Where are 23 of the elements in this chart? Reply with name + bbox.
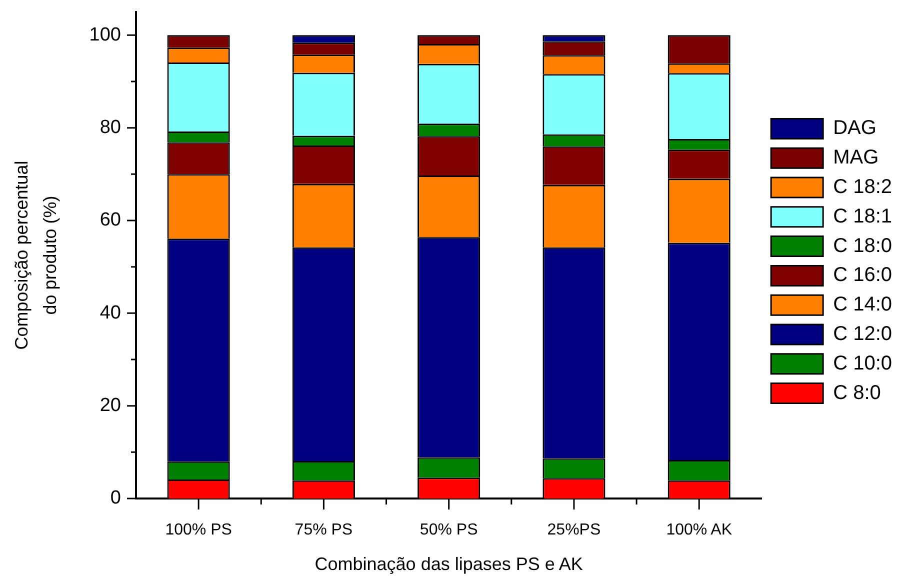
legend-label: C 18:0 bbox=[833, 234, 892, 257]
x-tick-label: 50% PS bbox=[420, 522, 478, 539]
y-tick-label: 100 bbox=[89, 24, 121, 46]
legend-label: C 18:1 bbox=[833, 205, 892, 228]
y-axis-title: Composição percentual do produto (%) bbox=[11, 160, 60, 350]
legend-label: C 18:2 bbox=[833, 176, 892, 198]
legend-label: C 16:0 bbox=[833, 264, 892, 286]
legend-label: C 8:0 bbox=[833, 382, 881, 404]
legend-label: DAG bbox=[833, 117, 876, 140]
legend-label: C 14:0 bbox=[833, 294, 892, 316]
x-tick-label: 25%PS bbox=[547, 522, 601, 539]
x-tick-label: 100% PS bbox=[165, 522, 232, 539]
y-tick-label: 60 bbox=[100, 210, 121, 231]
x-tick-label: 100% AK bbox=[666, 522, 732, 539]
y-tick-label: 40 bbox=[100, 302, 121, 324]
x-axis-title: Combinação das lipases PS e AK bbox=[314, 554, 583, 574]
legend-label: C 10:0 bbox=[833, 352, 892, 374]
legend-label: MAG bbox=[833, 146, 879, 169]
x-tick-label: 75% PS bbox=[294, 522, 353, 539]
y-tick-label: 20 bbox=[100, 395, 121, 416]
y-tick-label: 80 bbox=[100, 117, 121, 138]
y-tick-label: 0 bbox=[110, 488, 121, 509]
legend-label: C 12:0 bbox=[833, 323, 892, 346]
